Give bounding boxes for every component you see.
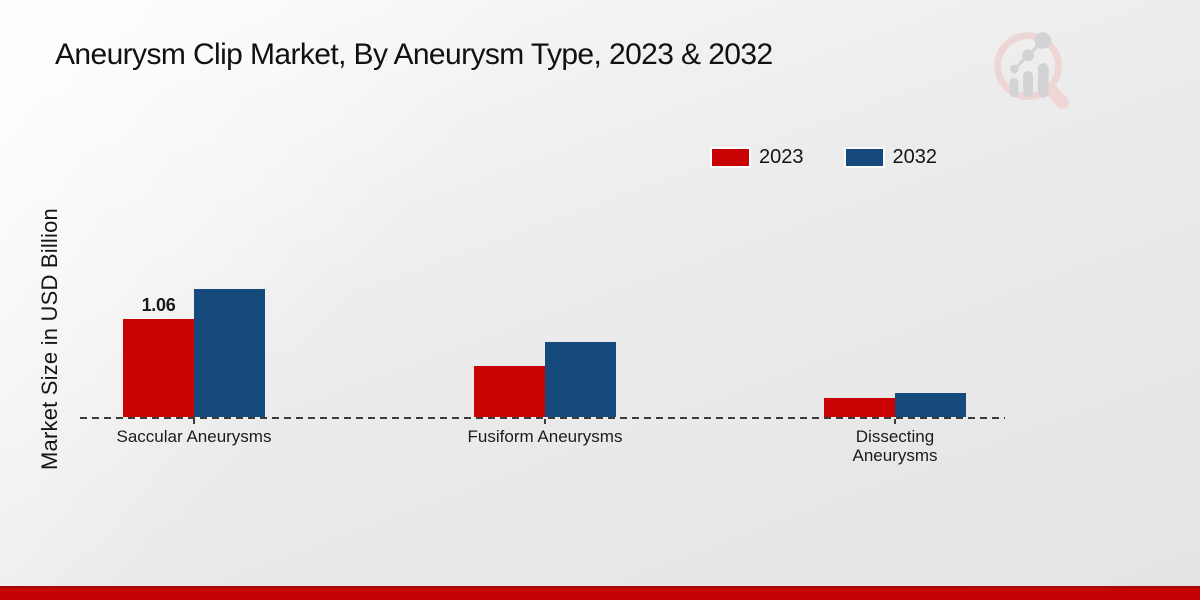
chart-title: Aneurysm Clip Market, By Aneurysm Type, … bbox=[55, 38, 773, 71]
legend-item-2023: 2023 bbox=[710, 146, 804, 169]
chart-legend: 2023 2032 bbox=[710, 146, 938, 169]
legend-label-2023: 2023 bbox=[759, 146, 804, 168]
bar-2023-category-2 bbox=[474, 366, 545, 417]
y-axis-label: Market Size in USD Billion bbox=[37, 208, 62, 470]
bar-group-3 bbox=[824, 278, 966, 417]
x-axis-baseline bbox=[80, 417, 1005, 419]
bar-2023-category-3 bbox=[824, 398, 895, 417]
bar-group-1: 1.06 bbox=[123, 278, 265, 417]
footer-accent-band bbox=[0, 586, 1200, 600]
bar-2032-category-2 bbox=[545, 342, 616, 417]
bar-value-label: 1.06 bbox=[141, 295, 176, 315]
x-axis-tick bbox=[894, 419, 896, 424]
legend-item-2032: 2032 bbox=[843, 146, 938, 169]
legend-swatch-2023 bbox=[710, 147, 751, 168]
x-category-label-2: Fusiform Aneurysms bbox=[467, 427, 623, 446]
bar-2023-category-1 bbox=[123, 319, 194, 417]
x-category-label-3: Dissecting Aneurysms bbox=[852, 427, 938, 465]
bar-group-2 bbox=[474, 278, 616, 417]
legend-label-2032: 2032 bbox=[892, 146, 938, 168]
plot-area: 1.06 bbox=[80, 278, 1005, 419]
bar-2032-category-1 bbox=[194, 289, 265, 417]
bar-2032-category-3 bbox=[895, 393, 966, 417]
legend-swatch-2032 bbox=[843, 147, 885, 168]
x-axis-tick bbox=[544, 419, 546, 424]
magnifier-bar-chart-logo-icon bbox=[994, 32, 1069, 109]
x-axis-tick bbox=[193, 419, 195, 424]
x-category-label-1: Saccular Aneurysms bbox=[116, 427, 272, 446]
